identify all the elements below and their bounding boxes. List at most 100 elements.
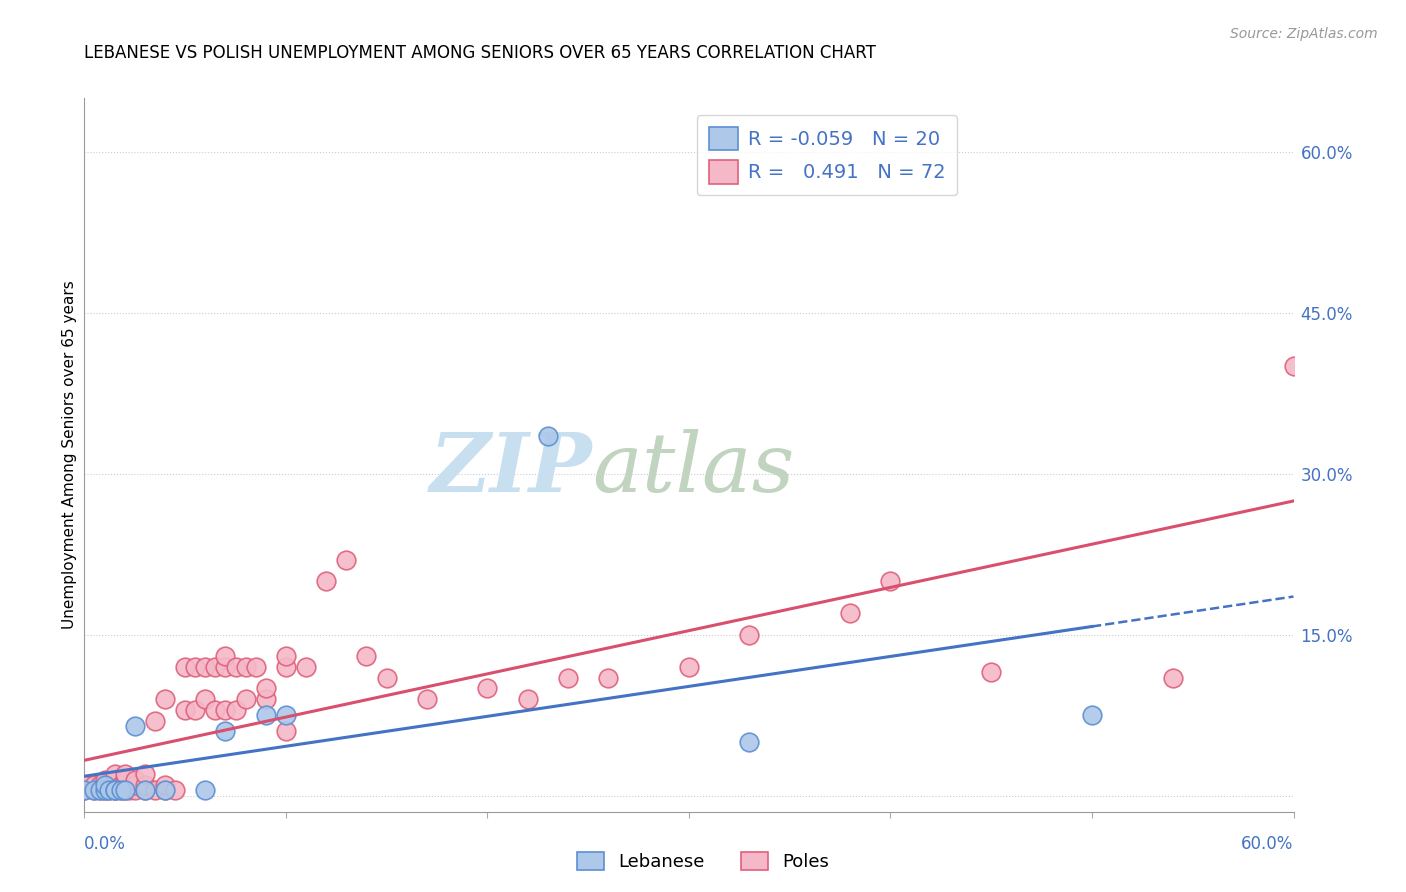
Point xyxy=(254,708,277,723)
Point xyxy=(83,783,105,797)
Point xyxy=(143,714,166,728)
Point xyxy=(839,606,862,620)
Point xyxy=(184,703,207,717)
Point xyxy=(274,660,297,674)
Point xyxy=(295,660,318,674)
Point xyxy=(980,665,1002,680)
Text: ZIP: ZIP xyxy=(430,429,592,509)
Point xyxy=(225,703,247,717)
Point xyxy=(557,671,579,685)
Point xyxy=(153,783,176,797)
Point xyxy=(134,783,156,797)
Point xyxy=(477,681,499,696)
Point xyxy=(194,783,217,797)
Point xyxy=(678,660,700,674)
Point xyxy=(93,778,115,792)
Point xyxy=(214,703,236,717)
Point xyxy=(97,783,120,797)
Point xyxy=(254,681,277,696)
Point xyxy=(110,778,132,792)
Point xyxy=(73,783,96,797)
Point xyxy=(738,735,761,749)
Point xyxy=(97,783,120,797)
Point xyxy=(93,783,115,797)
Point xyxy=(114,767,136,781)
Point xyxy=(738,628,761,642)
Point xyxy=(153,692,176,706)
Point xyxy=(114,783,136,797)
Point xyxy=(134,767,156,781)
Point xyxy=(134,778,156,792)
Point xyxy=(93,783,115,797)
Point xyxy=(194,692,217,706)
Point xyxy=(274,649,297,664)
Point xyxy=(114,772,136,787)
Point xyxy=(114,778,136,792)
Point xyxy=(104,783,127,797)
Point xyxy=(214,660,236,674)
Point xyxy=(315,574,337,588)
Point xyxy=(879,574,901,588)
Point xyxy=(335,552,357,566)
Point xyxy=(114,783,136,797)
Point xyxy=(89,783,111,797)
Legend: R = -0.059   N = 20, R =   0.491   N = 72: R = -0.059 N = 20, R = 0.491 N = 72 xyxy=(697,115,957,195)
Point xyxy=(598,671,620,685)
Point xyxy=(254,692,277,706)
Point xyxy=(153,778,176,792)
Point xyxy=(1282,359,1305,374)
Point xyxy=(245,660,267,674)
Point xyxy=(104,778,127,792)
Point xyxy=(194,660,217,674)
Text: Source: ZipAtlas.com: Source: ZipAtlas.com xyxy=(1230,27,1378,41)
Point xyxy=(537,429,560,443)
Point xyxy=(104,772,127,787)
Point xyxy=(174,660,197,674)
Point xyxy=(225,660,247,674)
Point xyxy=(83,783,105,797)
Legend: Lebanese, Poles: Lebanese, Poles xyxy=(569,845,837,879)
Point xyxy=(153,783,176,797)
Point xyxy=(124,783,146,797)
Point xyxy=(124,772,146,787)
Point xyxy=(184,660,207,674)
Point xyxy=(124,719,146,733)
Point xyxy=(235,692,257,706)
Text: atlas: atlas xyxy=(592,429,794,509)
Point xyxy=(124,778,146,792)
Point xyxy=(89,783,111,797)
Text: 0.0%: 0.0% xyxy=(84,835,127,854)
Point xyxy=(73,778,96,792)
Point xyxy=(1161,671,1184,685)
Point xyxy=(104,783,127,797)
Point xyxy=(104,767,127,781)
Point xyxy=(174,703,197,717)
Point xyxy=(93,772,115,787)
Point xyxy=(134,783,156,797)
Point xyxy=(118,783,141,797)
Point xyxy=(110,783,132,797)
Point xyxy=(204,703,226,717)
Point xyxy=(204,660,226,674)
Point xyxy=(1081,708,1104,723)
Point xyxy=(73,783,96,797)
Y-axis label: Unemployment Among Seniors over 65 years: Unemployment Among Seniors over 65 years xyxy=(62,281,77,629)
Point xyxy=(214,724,236,739)
Point xyxy=(214,649,236,664)
Point xyxy=(93,778,115,792)
Point xyxy=(104,783,127,797)
Point xyxy=(516,692,538,706)
Point xyxy=(416,692,439,706)
Point xyxy=(110,783,132,797)
Point xyxy=(235,660,257,674)
Point xyxy=(143,783,166,797)
Point xyxy=(83,778,105,792)
Point xyxy=(97,778,120,792)
Text: LEBANESE VS POLISH UNEMPLOYMENT AMONG SENIORS OVER 65 YEARS CORRELATION CHART: LEBANESE VS POLISH UNEMPLOYMENT AMONG SE… xyxy=(84,45,876,62)
Point xyxy=(274,724,297,739)
Point xyxy=(89,778,111,792)
Point xyxy=(165,783,187,797)
Text: 60.0%: 60.0% xyxy=(1241,835,1294,854)
Point xyxy=(356,649,378,664)
Point xyxy=(375,671,398,685)
